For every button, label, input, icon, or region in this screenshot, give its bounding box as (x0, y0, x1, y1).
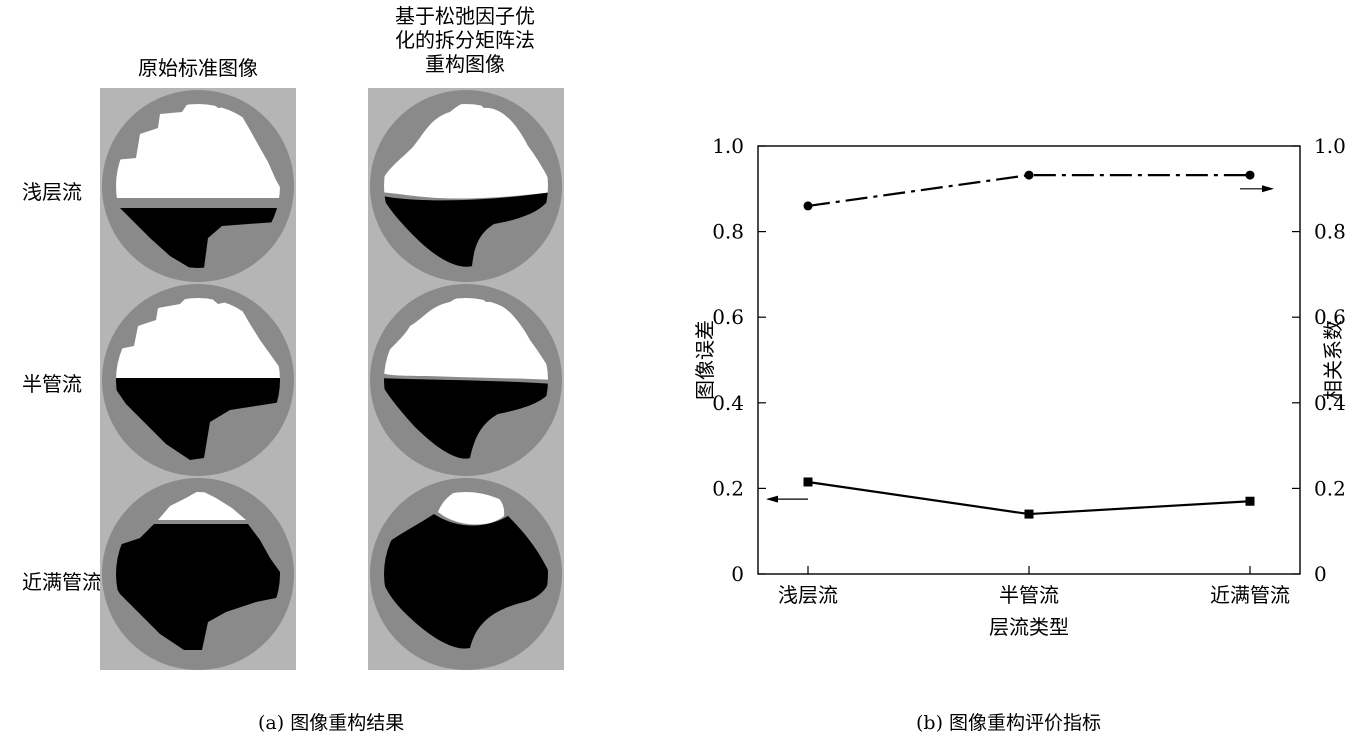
y-tick-label: 0 (731, 562, 744, 586)
caption-b: (b) 图像重构评价指标 (916, 712, 1102, 734)
original-half-image (116, 298, 280, 462)
col-header-reconstructed: 基于松弛因子优 化的拆分矩阵法 重构图像 (395, 4, 535, 76)
x-tick-label: 近满管流 (1210, 583, 1290, 607)
original-shallow-image (116, 104, 280, 268)
y-tick-label: 0.8 (712, 220, 744, 244)
col-header-original: 原始标准图像 (138, 56, 258, 80)
row-label-shallow: 浅层流 (22, 180, 82, 204)
series-line-1 (807, 174, 1250, 208)
series-point-1 (1024, 170, 1034, 180)
original-image-strip (100, 88, 296, 670)
y-tick-label: 1.0 (712, 134, 744, 158)
x-tick-label: 浅层流 (778, 583, 838, 607)
x-tick-label: 半管流 (999, 583, 1059, 607)
y2-axis-label: 相关系数 (1321, 320, 1345, 400)
series-line-0 (807, 480, 1251, 516)
evaluation-chart: 0 0.2 0.4 0.6 0.8 1.0 0 0.2 0.4 0.6 0.8 1.0 浅层流 半管流 近满… (693, 134, 1346, 639)
x-axis-label: 层流类型 (989, 615, 1069, 639)
series-point-0 (1024, 509, 1034, 519)
y-axis-label: 图像误差 (693, 320, 717, 400)
series-point-0 (1245, 496, 1255, 506)
y2-tick-label: 0.4 (1314, 391, 1346, 415)
y-tick-label: 0.2 (712, 476, 744, 500)
y2-tick-label: 0 (1314, 562, 1327, 586)
reconstructed-nearfull-image (384, 492, 548, 656)
y-tick-label: 0.4 (712, 391, 744, 415)
row-label-nearfull: 近满管流 (22, 570, 102, 594)
caption-a: (a) 图像重构结果 (258, 712, 405, 734)
series-point-1 (803, 201, 813, 211)
reconstructed-image-strip (368, 88, 564, 670)
row-label-half: 半管流 (22, 372, 82, 396)
y2-tick-label: 0.6 (1314, 305, 1346, 329)
right-axis-arrowhead (1262, 185, 1274, 193)
y2-tick-label: 0.2 (1314, 476, 1346, 500)
series-point-0 (803, 477, 813, 487)
reconstructed-shallow-image (384, 104, 548, 268)
series-point-1 (1245, 170, 1255, 180)
reconstructed-half-image (384, 298, 548, 462)
y-tick-label: 0.6 (712, 305, 744, 329)
y2-tick-label: 1.0 (1314, 134, 1346, 158)
y2-tick-label: 0.8 (1314, 220, 1346, 244)
left-axis-arrowhead (766, 495, 778, 503)
original-nearfull-image (116, 492, 280, 656)
